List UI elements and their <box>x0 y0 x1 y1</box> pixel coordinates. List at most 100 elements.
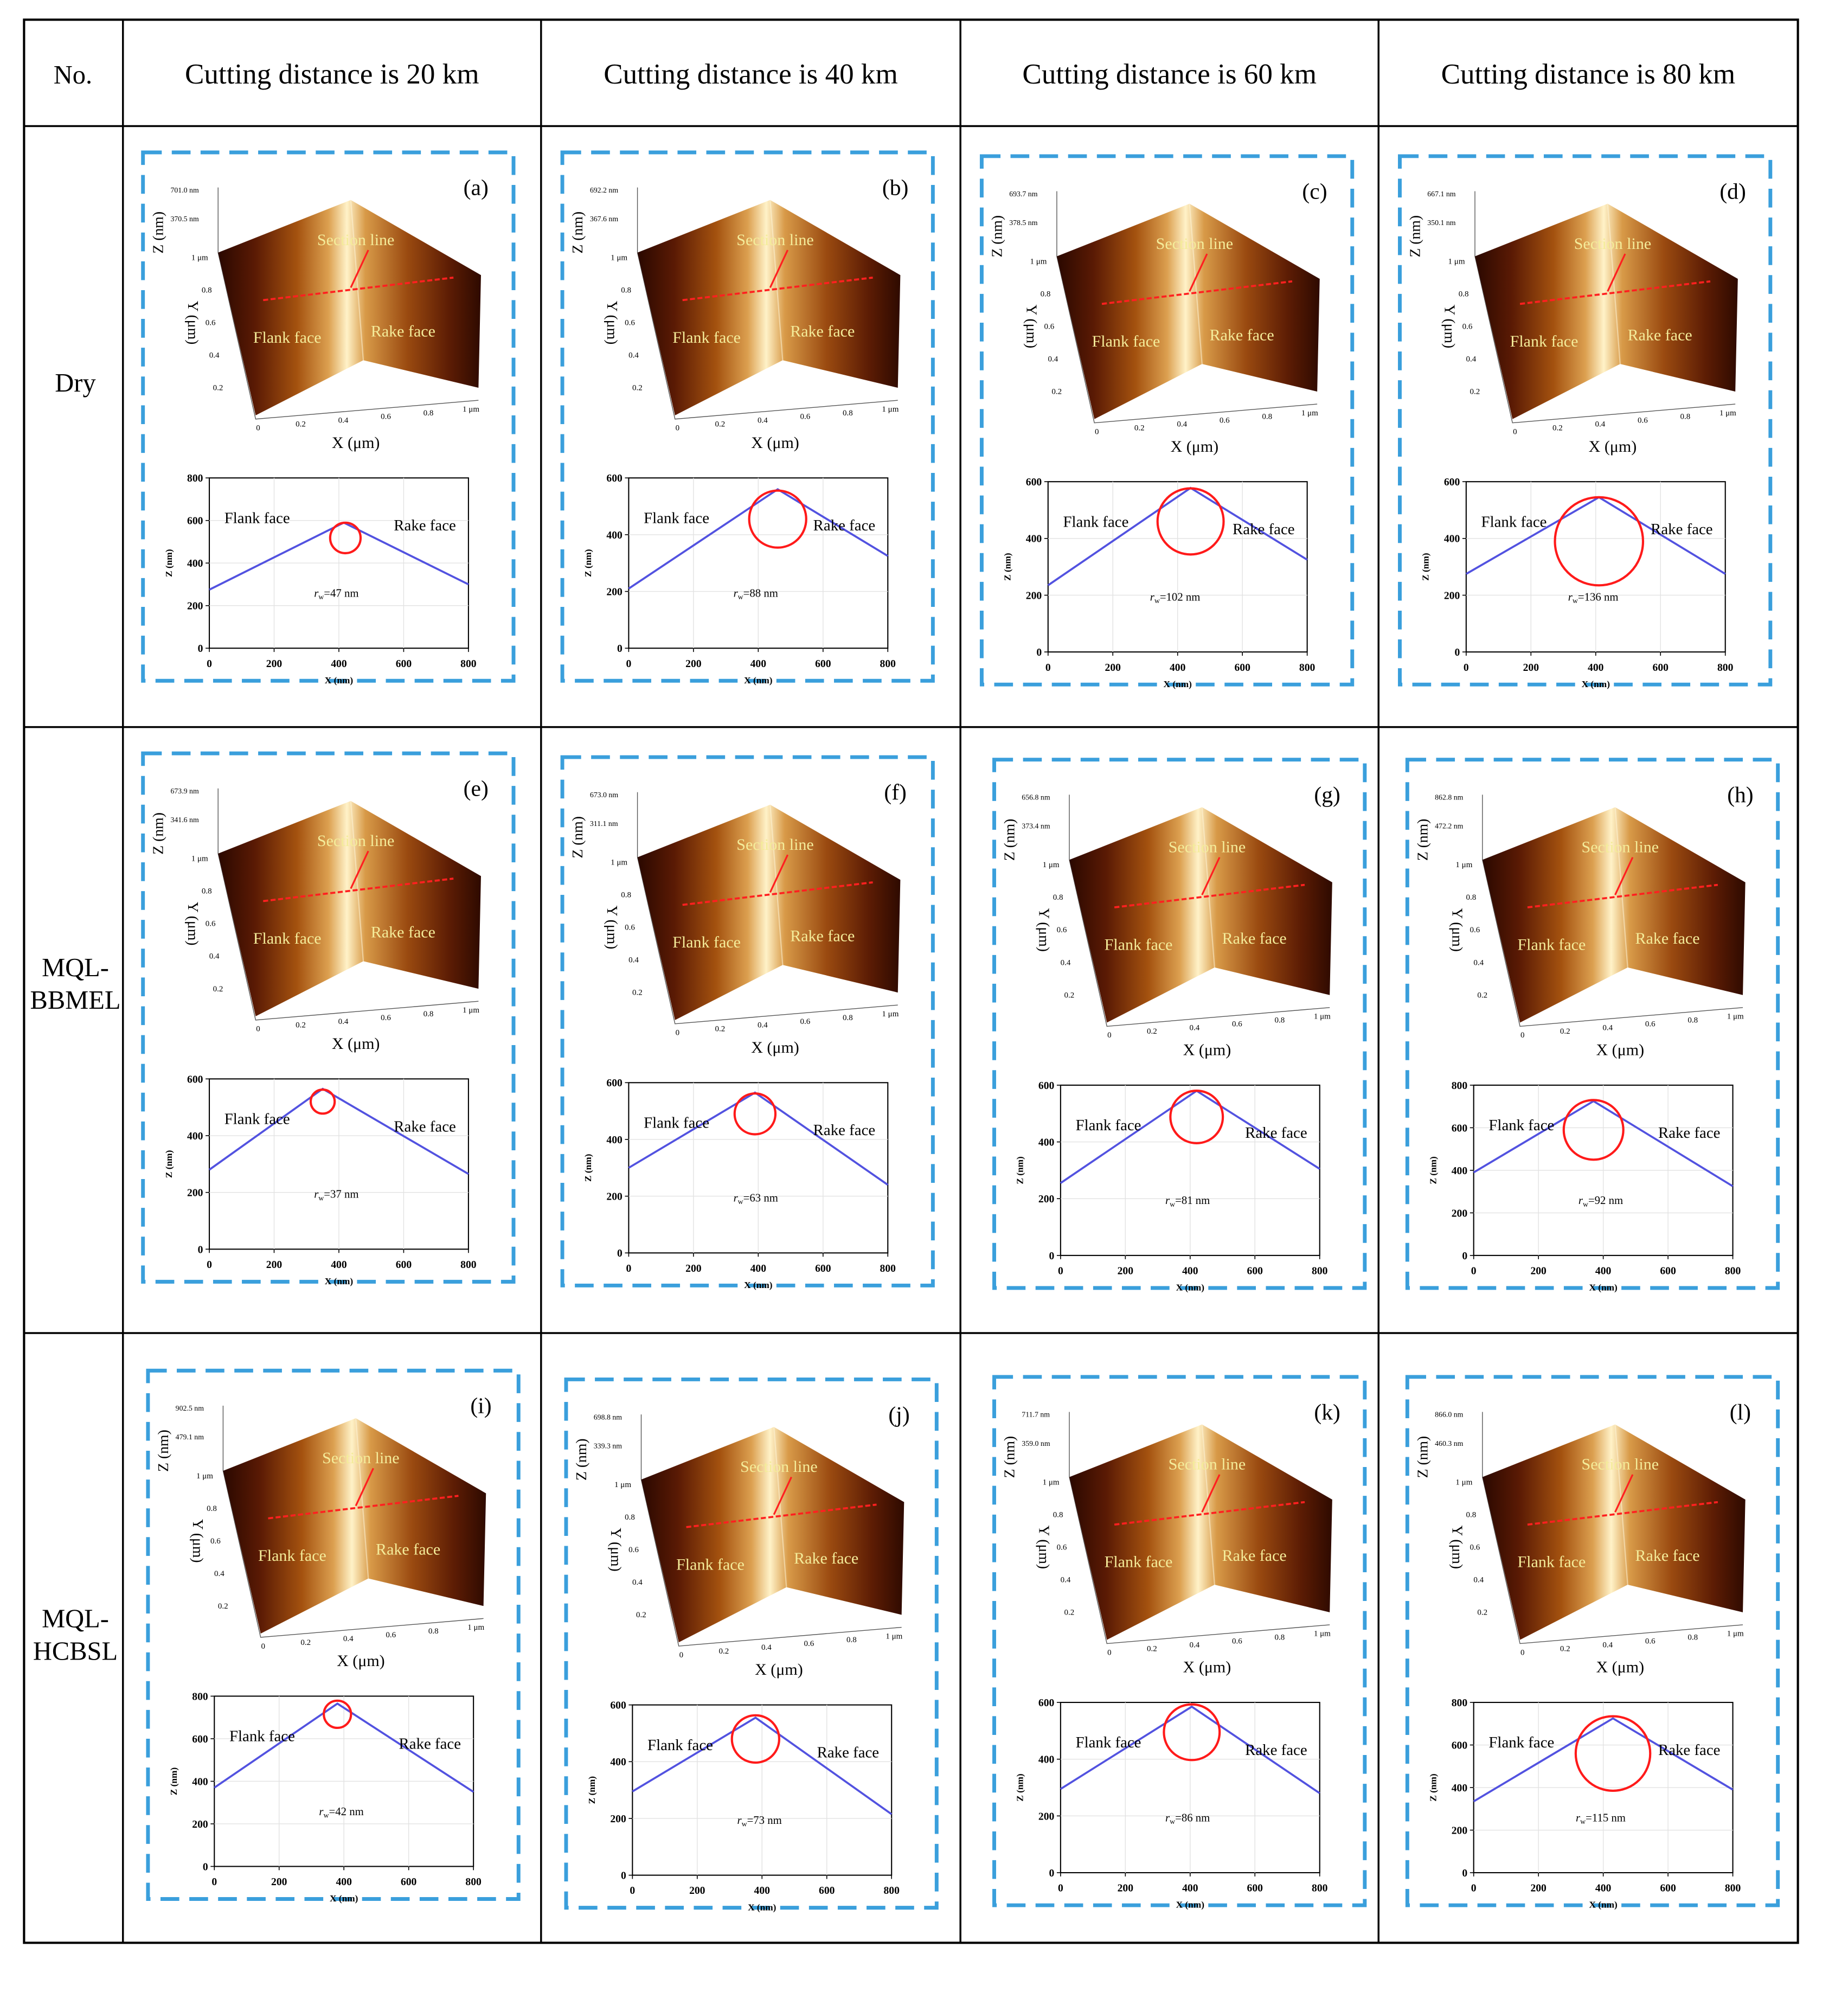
flank-face-label-3d: Flank face <box>1092 332 1160 350</box>
base-axis-line <box>217 252 479 420</box>
x-tick-3d: 0.4 <box>761 1643 772 1652</box>
y-tick-label: 0 <box>203 1861 208 1873</box>
x-tick-label: 600 <box>819 1885 835 1897</box>
profile-chart: 0 200 400 600 800 0 200 400 600 X (nm) Z (nm) Flank… <box>587 1700 900 1913</box>
x-tick-3d: 0.2 <box>1560 1644 1570 1653</box>
edge-radius-circle <box>1574 1715 1652 1792</box>
afm-3d-surface: Section line Flank face Rake face Z (nm) 866… <box>1414 1411 1746 1676</box>
y-tick-label: 400 <box>610 1757 626 1768</box>
y-axis-title-3d: Y (μm) <box>1449 1525 1466 1569</box>
z-max-label: 701.0 nm <box>170 186 199 194</box>
x-axis-title-3d: X (μm) <box>1183 1658 1231 1676</box>
panel-dashed-border <box>560 150 935 683</box>
afm-3d-surface: Section line Flank face Rake face Z (nm) 698… <box>573 1413 904 1679</box>
panels-layer: (a) Section line Flank face Rake face Z (nm)… <box>141 150 1780 1913</box>
panel-dashed-border <box>1405 1375 1780 1907</box>
panel: (a) Section line Flank face Rake face Z (nm)… <box>141 150 516 686</box>
y-tick-3d: 0.4 <box>1473 958 1484 967</box>
x-tick-3d: 1 μm <box>882 405 899 414</box>
x-axis-title-2d: X (nm) <box>325 675 353 686</box>
rake-face-label-2d: Rake face <box>1658 1124 1721 1142</box>
rake-face-label-3d: Rake face <box>1222 1547 1287 1565</box>
column-header: Cutting distance is 40 km <box>604 59 898 90</box>
profile-chart: 0 200 400 600 800 0 200 400 600 800 X (nm) Z (nm) Fl… <box>1428 1698 1741 1910</box>
x-tick-label: 200 <box>1530 1883 1547 1894</box>
y-tick-label: 400 <box>1444 534 1460 545</box>
x-axis-title-2d: X (nm) <box>1176 1283 1204 1293</box>
x-tick-label: 0 <box>626 1263 631 1274</box>
x-tick-label: 400 <box>336 1876 352 1888</box>
y-tick-label: 200 <box>606 586 623 598</box>
panel-dashed-border <box>1398 154 1773 687</box>
flank-face-label-3d: Flank face <box>253 329 322 347</box>
afm-3d-surface: Section line Flank face Rake face Z (nm) 656… <box>1000 793 1332 1059</box>
x-tick-3d: 0 <box>1520 1031 1525 1040</box>
x-tick-label: 600 <box>396 1259 412 1271</box>
ridge-line <box>350 200 364 361</box>
y-tick-3d: 0.6 <box>1470 926 1480 934</box>
x-axis-title-2d: X (nm) <box>1164 679 1192 689</box>
y-tick-label: 600 <box>187 1074 203 1085</box>
x-tick-label: 400 <box>1182 1266 1198 1277</box>
x-tick-label: 600 <box>815 658 831 670</box>
y-tick-label: 600 <box>1038 1080 1055 1092</box>
rake-face-label-3d: Rake face <box>1222 930 1287 947</box>
y-tick-3d: 0.2 <box>1051 388 1062 396</box>
z-max-label: 673.9 nm <box>170 787 199 795</box>
rake-face-label-3d: Rake face <box>1635 1547 1700 1565</box>
section-pointer-line <box>350 850 369 889</box>
section-line-label: Section line <box>1169 838 1246 856</box>
panel-id: (i) <box>470 1393 491 1419</box>
afm-3d-surface: Section line Flank face Rake face Z (nm) 701… <box>150 186 481 452</box>
z-mid-label: 479.1 nm <box>176 1433 204 1441</box>
rake-face-label-2d: Rake face <box>1651 521 1713 538</box>
x-tick-label: 200 <box>685 658 702 670</box>
x-tick-3d: 0.2 <box>715 420 726 429</box>
panel: (h) Section line Flank face Rake face Z (nm)… <box>1405 758 1780 1293</box>
y-tick-label: 400 <box>1026 534 1042 545</box>
y-tick-3d: 0.2 <box>632 384 643 393</box>
y-tick-label: 0 <box>617 643 623 655</box>
row-label: HCBSL <box>33 1637 118 1666</box>
y-tick-label: 0 <box>1049 1868 1055 1879</box>
x-tick-3d: 0.6 <box>1232 1637 1242 1646</box>
x-tick-3d: 0.8 <box>846 1636 857 1644</box>
y-tick-3d: 0.4 <box>209 351 220 360</box>
panel-id: (k) <box>1314 1399 1340 1425</box>
profile-chart: 0 200 400 600 800 0 200 400 600 X (nm) Z (nm) Flank… <box>1421 477 1734 689</box>
rw-label: rw=81 nm <box>1165 1194 1210 1208</box>
flank-face-label-2d: Flank face <box>1076 1734 1141 1751</box>
y-tick-3d: 1 μm <box>614 1481 631 1489</box>
base-axis-line <box>1056 256 1318 424</box>
section-dashed-line <box>1527 1501 1718 1526</box>
panel-id: (j) <box>888 1402 909 1427</box>
base-axis-line <box>1069 1477 1330 1644</box>
x-tick-3d: 1 μm <box>1719 409 1736 418</box>
y-tick-label: 0 <box>1462 1251 1467 1262</box>
rake-face-label-2d: Rake face <box>399 1735 461 1752</box>
x-tick-3d: 0.6 <box>804 1639 814 1648</box>
x-tick-label: 0 <box>207 1259 212 1271</box>
z-axis-title-3d: Z (nm) <box>150 212 166 254</box>
flank-face-label-3d: Flank face <box>1517 1553 1586 1571</box>
y-axis-title-3d: Y (μm) <box>190 1519 207 1563</box>
surface-shape <box>1475 203 1738 419</box>
x-axis-title-3d: X (μm) <box>337 1652 385 1670</box>
ridge-line <box>355 1418 369 1579</box>
x-tick-label: 200 <box>1118 1266 1134 1277</box>
y-tick-label: 800 <box>1452 1698 1468 1709</box>
edge-radius-circle <box>748 489 807 549</box>
z-axis-title-3d: Z (nm) <box>155 1430 171 1472</box>
y-tick-3d: 1 μm <box>1455 861 1472 869</box>
profile-chart: 0 200 400 600 800 0 200 400 600 X (nm) Z (nm) Flank… <box>1003 477 1316 689</box>
rake-face-label-2d: Rake face <box>813 517 876 534</box>
profile-chart: 0 200 400 600 800 0 200 400 600 800 X (nm) Z (nm) Fl… <box>169 1691 482 1904</box>
panel-id: (b) <box>882 175 908 201</box>
rw-label: rw=88 nm <box>734 587 778 601</box>
x-tick-label: 600 <box>1653 662 1669 674</box>
y-tick-3d: 0.6 <box>1057 1543 1067 1552</box>
y-tick-3d: 0.6 <box>206 920 216 928</box>
y-tick-label: 200 <box>1038 1194 1055 1205</box>
y-tick-3d: 1 μm <box>196 1472 213 1481</box>
flank-face-label-2d: Flank face <box>1481 513 1547 530</box>
